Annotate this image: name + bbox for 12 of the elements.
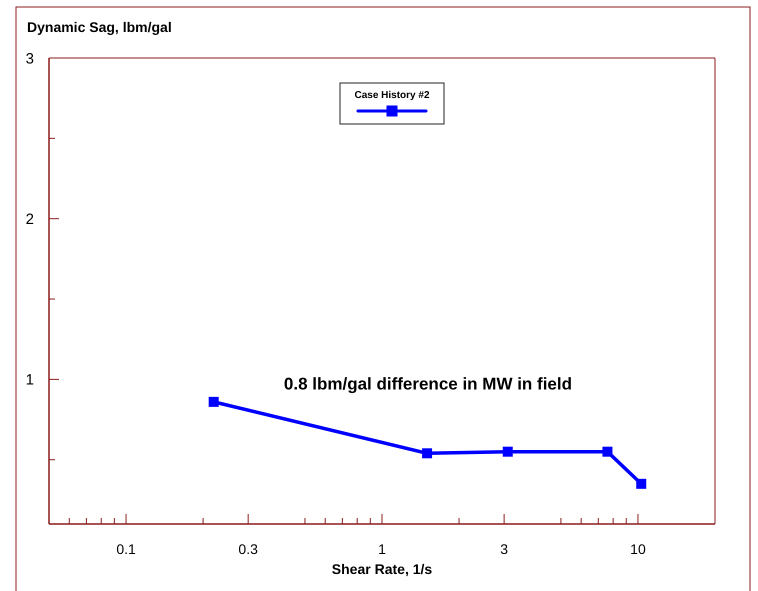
x-tick-label: 10 (630, 541, 646, 557)
x-tick-label: 0.1 (116, 541, 136, 557)
y-tick-label: 2 (26, 210, 34, 228)
x-axis-title: Shear Rate, 1/s (332, 561, 432, 577)
x-tick-label: 3 (500, 541, 508, 557)
y-tick-label: 3 (26, 50, 34, 68)
legend: Case History #2 (340, 82, 444, 124)
y-axis-title: Dynamic Sag, lbm/gal (27, 19, 172, 35)
annotation: 0.8 lbm/gal difference in MW in field (284, 374, 572, 394)
x-tick-label: 0.3 (238, 541, 258, 557)
y-tick-label: 1 (26, 372, 34, 389)
x-tick-label: 1 (378, 541, 386, 557)
